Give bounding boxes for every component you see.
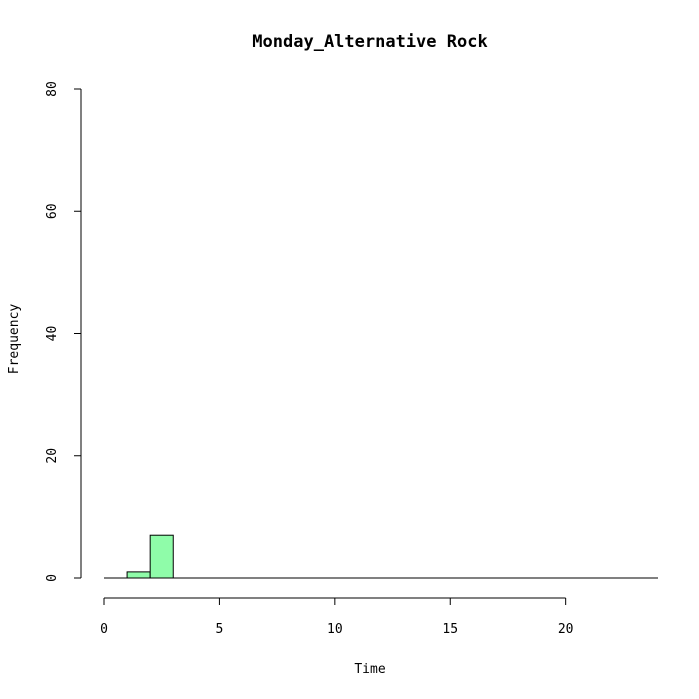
y-tick-label-80: 80 — [45, 81, 60, 97]
histogram-bar-1-2 — [126, 571, 151, 579]
y-tick-label-0: 0 — [45, 574, 60, 582]
y-axis: 0 20 40 60 80 — [45, 81, 82, 582]
y-tick-label-40: 40 — [45, 326, 60, 342]
plot-area — [104, 534, 658, 579]
y-axis-ticks: 0 20 40 60 80 — [45, 81, 81, 582]
histogram-bars — [126, 534, 174, 579]
x-axis: 0 5 10 15 20 — [100, 597, 573, 637]
y-tick-label-60: 60 — [45, 203, 60, 219]
x-tick-label-0: 0 — [100, 622, 108, 637]
x-tick-label-5: 5 — [216, 622, 224, 637]
x-axis-label: Time — [354, 662, 385, 677]
chart-title: Monday_Alternative Rock — [252, 32, 487, 52]
y-tick-label-20: 20 — [45, 448, 60, 464]
x-tick-label-15: 15 — [442, 622, 458, 637]
histogram-bar-2-3 — [149, 534, 174, 579]
x-axis-ticks: 0 5 10 15 20 — [100, 598, 573, 637]
x-tick-label-20: 20 — [558, 622, 574, 637]
x-tick-label-10: 10 — [327, 622, 343, 637]
y-axis-label: Frequency — [7, 304, 22, 375]
